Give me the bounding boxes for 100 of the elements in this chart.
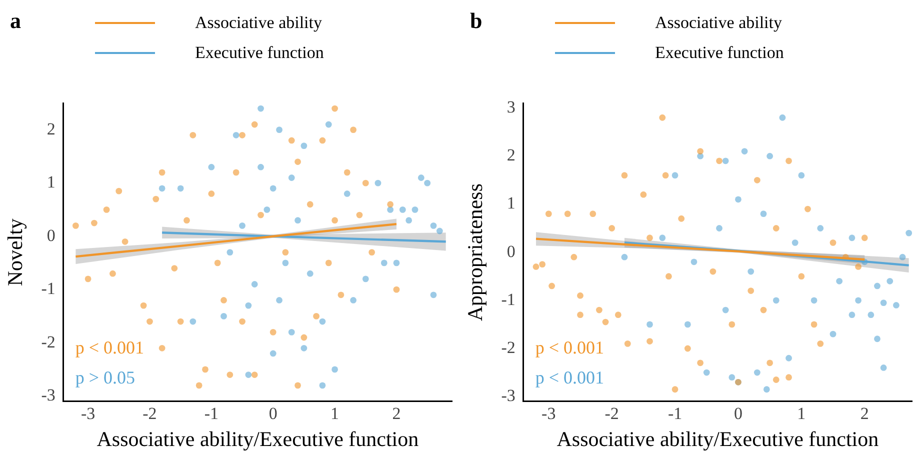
point [282, 249, 289, 256]
point [393, 286, 400, 293]
point [387, 206, 394, 213]
point [810, 321, 818, 328]
point [786, 158, 792, 164]
point [72, 222, 79, 229]
point [697, 148, 704, 154]
point [624, 340, 631, 347]
point [880, 364, 887, 371]
legend-label: Executive function [195, 43, 324, 63]
point [196, 382, 202, 389]
point [270, 328, 276, 336]
point [722, 158, 729, 164]
point [418, 174, 424, 181]
point [716, 225, 722, 232]
point [855, 297, 862, 304]
point [258, 105, 264, 112]
point [226, 372, 234, 378]
point [276, 297, 282, 304]
point [766, 152, 774, 160]
point [251, 121, 258, 128]
x-tick-label: -3 [80, 404, 96, 424]
point [116, 188, 122, 194]
point [288, 174, 295, 181]
point [350, 297, 356, 304]
point [368, 249, 376, 256]
point [703, 369, 710, 376]
point [886, 278, 894, 284]
point [319, 137, 326, 144]
point [672, 386, 678, 393]
point [868, 312, 874, 318]
point [659, 114, 666, 121]
point [766, 360, 774, 366]
point [158, 344, 166, 352]
point [678, 215, 685, 222]
point [906, 230, 912, 236]
point [684, 345, 691, 352]
point [300, 334, 308, 341]
point [406, 217, 412, 224]
y-tick-label: -1 [501, 290, 516, 309]
chart-title: b [470, 8, 482, 34]
x-tick-label: 1 [797, 404, 806, 424]
point [208, 190, 215, 197]
point [332, 366, 338, 373]
point [338, 292, 344, 298]
point [270, 350, 276, 357]
point [798, 172, 805, 179]
point [110, 270, 116, 277]
point [146, 318, 153, 325]
x-tick-label: 1 [330, 404, 340, 424]
x-tick-label: -1 [204, 404, 218, 424]
point [184, 217, 190, 224]
point [830, 330, 836, 338]
y-tick-label: 1 [506, 194, 516, 213]
point [430, 292, 437, 298]
point [640, 191, 647, 198]
x-tick-label: 0 [734, 404, 742, 424]
point [294, 217, 301, 224]
point [300, 344, 308, 352]
point [171, 265, 178, 272]
point [659, 234, 666, 242]
point [741, 148, 748, 154]
point [356, 212, 363, 218]
y-tick-label: -3 [41, 386, 56, 405]
point [158, 169, 166, 176]
point [735, 196, 742, 203]
point [288, 137, 295, 144]
annotation: p < 0.001 [535, 367, 604, 388]
point [245, 372, 252, 378]
point [122, 238, 128, 245]
point [232, 169, 240, 176]
point [577, 292, 584, 299]
point [202, 366, 208, 373]
point [848, 234, 856, 242]
x-tick-label: 0 [268, 404, 278, 424]
point [313, 313, 320, 320]
point [836, 278, 843, 284]
x-tick-label: -1 [668, 404, 682, 424]
point [387, 201, 394, 208]
point [177, 185, 184, 192]
y-axis-title: Novelty [3, 218, 28, 286]
x-tick-label: -2 [142, 404, 157, 424]
point [754, 369, 760, 376]
point [190, 132, 196, 138]
point [874, 336, 880, 342]
point [239, 222, 246, 229]
point [239, 132, 246, 138]
point [590, 210, 596, 218]
y-tick-label: 1 [46, 172, 56, 192]
point [760, 306, 767, 314]
y-tick-label: 2 [506, 146, 516, 165]
point [344, 190, 350, 197]
point [621, 172, 628, 179]
legend-label: Associative ability [655, 13, 782, 33]
point [436, 228, 443, 234]
point [103, 206, 110, 213]
point [760, 210, 767, 218]
x-tick-label: -3 [542, 404, 556, 424]
point [325, 260, 332, 266]
point [662, 172, 669, 179]
